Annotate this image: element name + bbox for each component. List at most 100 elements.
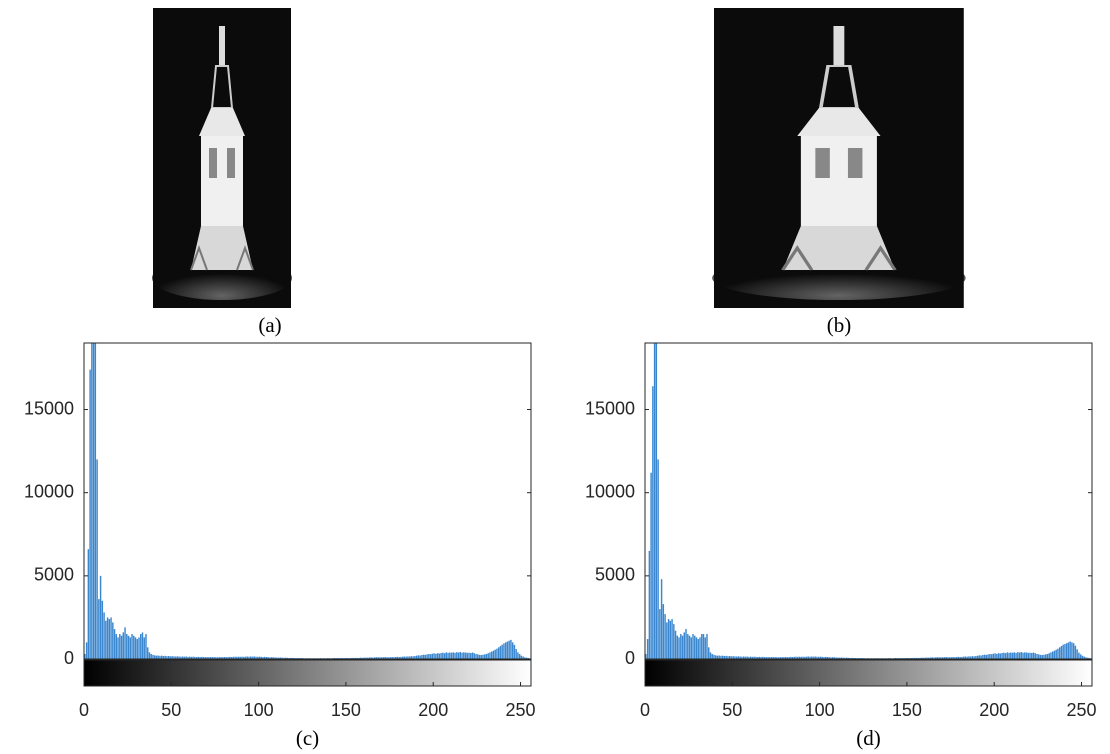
y-tick-label: 10000: [24, 481, 74, 501]
bar: [501, 644, 503, 659]
bar: [436, 653, 439, 659]
bar: [721, 655, 724, 659]
bar: [713, 654, 715, 659]
bar: [1051, 651, 1054, 659]
bar: [1085, 657, 1087, 659]
bar: [403, 656, 406, 659]
bar: [819, 656, 822, 659]
bar: [1048, 653, 1050, 659]
bar: [929, 657, 932, 659]
bar: [391, 657, 393, 659]
bar: [952, 657, 954, 659]
bar: [354, 657, 357, 659]
bar: [290, 657, 292, 659]
bar: [244, 656, 247, 659]
bar: [272, 657, 275, 659]
bar: [159, 655, 161, 659]
bar: [751, 656, 754, 659]
bar: [1067, 642, 1070, 659]
bar: [1045, 654, 1047, 659]
bar: [1060, 646, 1063, 659]
bar: [145, 634, 147, 659]
bar: [1034, 653, 1036, 659]
bar: [208, 657, 210, 659]
x-tick-label: 0: [79, 700, 89, 720]
bar: [755, 656, 757, 659]
bar: [818, 656, 820, 659]
bar: [734, 656, 736, 659]
bar: [798, 656, 801, 659]
bar: [470, 653, 472, 659]
bar: [222, 657, 224, 659]
bar: [138, 637, 140, 659]
bar: [223, 657, 226, 659]
bar: [968, 656, 970, 659]
bar: [812, 656, 815, 659]
bar: [471, 652, 474, 659]
bar: [1074, 645, 1077, 659]
bar: [227, 657, 229, 659]
bar: [833, 657, 836, 659]
caption: (a): [258, 313, 281, 337]
bar: [367, 657, 369, 659]
bar: [499, 646, 502, 659]
bar: [957, 656, 960, 659]
bar: [454, 652, 456, 659]
plot-area: [84, 343, 531, 659]
bar: [181, 656, 184, 659]
bar: [982, 655, 984, 659]
bar: [92, 343, 95, 659]
bar: [126, 634, 128, 659]
bar: [379, 657, 381, 659]
bar: [281, 657, 283, 659]
x-tick-label: 250: [1067, 700, 1097, 720]
bar: [153, 655, 156, 659]
bar: [739, 656, 741, 659]
bar: [1036, 654, 1038, 659]
bar: [737, 656, 740, 659]
bar: [961, 656, 963, 659]
bar: [964, 656, 967, 659]
bar: [748, 656, 750, 659]
bar: [192, 656, 194, 659]
bar: [674, 630, 677, 659]
bar: [1011, 652, 1014, 659]
x-tick-label: 50: [161, 700, 181, 720]
bar: [997, 653, 1000, 659]
bar: [821, 656, 823, 659]
bar: [183, 656, 186, 659]
bar: [456, 652, 458, 659]
bar: [461, 652, 463, 659]
bar: [478, 654, 481, 659]
bar: [1027, 652, 1029, 659]
bar: [216, 657, 219, 659]
bar: [365, 657, 367, 659]
bar: [800, 656, 802, 659]
bar: [274, 657, 276, 659]
bar: [1008, 652, 1010, 659]
bar: [387, 657, 390, 659]
bar: [211, 657, 214, 659]
bar: [480, 655, 482, 659]
bar: [1064, 644, 1066, 659]
bar: [239, 656, 241, 659]
bar: [248, 656, 250, 659]
bar: [426, 654, 428, 659]
bar: [685, 629, 687, 659]
bar: [386, 657, 388, 659]
bar: [845, 657, 848, 659]
bar: [508, 640, 510, 659]
bar: [959, 657, 961, 659]
bar: [166, 656, 168, 659]
bar: [257, 656, 259, 659]
bar: [699, 637, 701, 659]
colorbar: [83, 659, 532, 687]
bar: [115, 634, 118, 659]
bar: [494, 649, 496, 659]
caption: (d): [856, 726, 881, 750]
bar: [791, 657, 794, 659]
bar: [513, 644, 516, 659]
bar: [201, 656, 203, 659]
bar: [363, 657, 365, 659]
bar: [758, 656, 761, 659]
